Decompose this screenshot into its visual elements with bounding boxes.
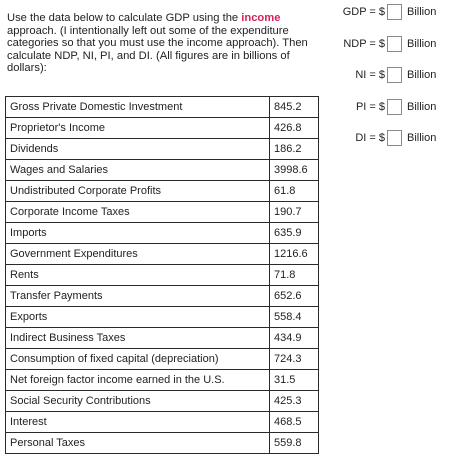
item-label: Wages and Salaries — [5, 159, 270, 181]
item-value: 652.6 — [269, 285, 319, 307]
table-row: Personal Taxes 559.8 — [5, 432, 319, 454]
item-value: 425.3 — [269, 390, 319, 412]
item-value: 71.8 — [269, 264, 319, 286]
table-row: Interest 468.5 — [5, 411, 319, 433]
item-label: Proprietor's Income — [5, 117, 270, 139]
ni-input[interactable] — [387, 67, 402, 83]
table-row: Proprietor's Income 426.8 — [5, 117, 319, 139]
table-row: Corporate Income Taxes 190.7 — [5, 201, 319, 223]
ni-label: NI = $ — [355, 69, 385, 81]
question-text-pre: Use the data below to calculate GDP usin… — [7, 12, 242, 24]
table-row: Indirect Business Taxes 434.9 — [5, 327, 319, 349]
item-value: 845.2 — [269, 96, 319, 118]
item-value: 468.5 — [269, 411, 319, 433]
pi-answer-row: PI = $ Billion — [336, 98, 469, 118]
item-value: 1216.6 — [269, 243, 319, 265]
item-label: Social Security Contributions — [5, 390, 270, 412]
di-input[interactable] — [387, 130, 402, 146]
table-row: Wages and Salaries 3998.6 — [5, 159, 319, 181]
item-value: 559.8 — [269, 432, 319, 454]
table-row: Social Security Contributions 425.3 — [5, 390, 319, 412]
item-label: Transfer Payments — [5, 285, 270, 307]
di-label: DI = $ — [355, 132, 385, 144]
gdp-unit: Billion — [407, 6, 437, 18]
item-value: 3998.6 — [269, 159, 319, 181]
item-label: Undistributed Corporate Profits — [5, 180, 270, 202]
question-highlight: income — [241, 12, 281, 24]
item-label: Gross Private Domestic Investment — [5, 96, 270, 118]
item-value: 31.5 — [269, 369, 319, 391]
item-label: Net foreign factor income earned in the … — [5, 369, 270, 391]
gdp-answer-row: GDP = $ Billion — [336, 3, 469, 23]
item-value: 635.9 — [269, 222, 319, 244]
question-text: Use the data below to calculate GDP usin… — [7, 12, 327, 75]
di-unit: Billion — [407, 132, 437, 144]
item-label: Dividends — [5, 138, 270, 160]
table-row: Exports 558.4 — [5, 306, 319, 328]
item-label: Imports — [5, 222, 270, 244]
item-value: 61.8 — [269, 180, 319, 202]
table-row: Imports 635.9 — [5, 222, 319, 244]
question-text-post: approach. (I intentionally left out some… — [7, 24, 308, 75]
table-row: Dividends 186.2 — [5, 138, 319, 160]
table-row: Rents 71.8 — [5, 264, 319, 286]
item-value: 186.2 — [269, 138, 319, 160]
table-row: Gross Private Domestic Investment 845.2 — [5, 96, 319, 118]
ni-answer-row: NI = $ Billion — [336, 66, 469, 86]
item-value: 426.8 — [269, 117, 319, 139]
table-row: Government Expenditures 1216.6 — [5, 243, 319, 265]
item-label: Indirect Business Taxes — [5, 327, 270, 349]
ndp-label: NDP = $ — [343, 38, 385, 50]
item-value: 724.3 — [269, 348, 319, 370]
ni-unit: Billion — [407, 69, 437, 81]
pi-label: PI = $ — [355, 101, 385, 113]
data-table: Gross Private Domestic Investment 845.2 Pr… — [5, 96, 319, 454]
pi-unit: Billion — [407, 101, 437, 113]
item-label: Personal Taxes — [5, 432, 270, 454]
item-label: Government Expenditures — [5, 243, 270, 265]
item-label: Consumption of fixed capital (depreciati… — [5, 348, 270, 370]
item-label: Interest — [5, 411, 270, 433]
table-row: Undistributed Corporate Profits 61.8 — [5, 180, 319, 202]
ndp-unit: Billion — [407, 38, 437, 50]
item-value: 558.4 — [269, 306, 319, 328]
pi-input[interactable] — [387, 99, 402, 115]
gdp-input[interactable] — [387, 4, 402, 20]
table-row: Consumption of fixed capital (depreciati… — [5, 348, 319, 370]
item-label: Rents — [5, 264, 270, 286]
item-label: Corporate Income Taxes — [5, 201, 270, 223]
item-value: 434.9 — [269, 327, 319, 349]
ndp-input[interactable] — [387, 36, 402, 52]
di-answer-row: DI = $ Billion — [336, 129, 469, 149]
item-label: Exports — [5, 306, 270, 328]
table-row: Net foreign factor income earned in the … — [5, 369, 319, 391]
gdp-label: GDP = $ — [342, 6, 385, 18]
item-value: 190.7 — [269, 201, 319, 223]
table-row: Transfer Payments 652.6 — [5, 285, 319, 307]
ndp-answer-row: NDP = $ Billion — [336, 35, 469, 55]
